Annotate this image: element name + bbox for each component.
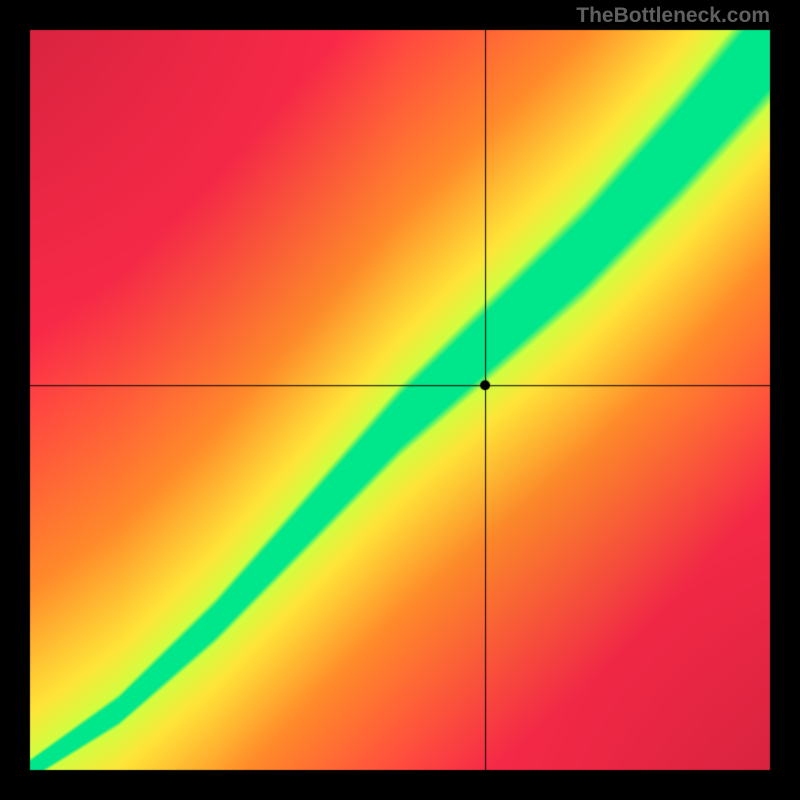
- watermark-text: TheBottleneck.com: [576, 4, 770, 28]
- chart-container: TheBottleneck.com: [0, 0, 800, 800]
- bottleneck-heatmap: [0, 0, 800, 800]
